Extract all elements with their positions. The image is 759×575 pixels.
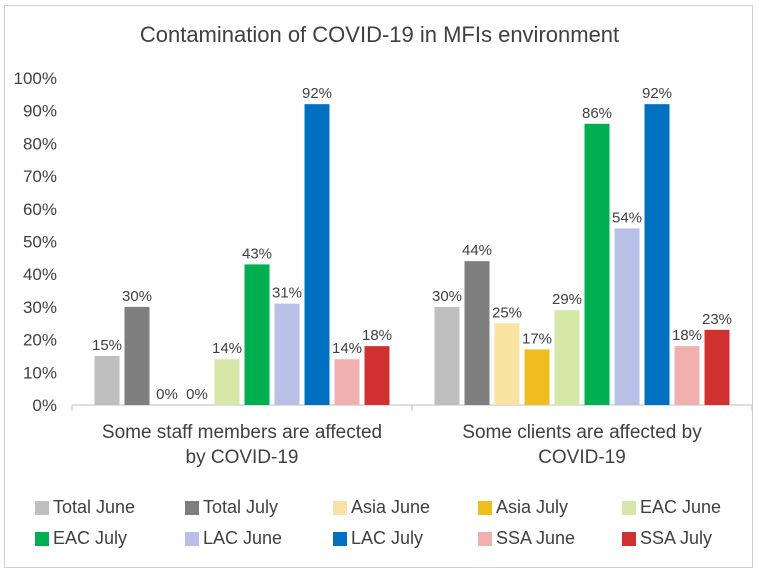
bar [434,306,460,405]
bar [274,303,300,405]
data-label: 0% [186,386,208,403]
y-tick-label: 10% [23,363,57,382]
y-tick-label: 0% [32,396,57,415]
y-tick-label: 100% [14,69,57,88]
y-tick-label: 20% [23,331,57,350]
bar [494,323,520,405]
data-label: 92% [642,85,672,102]
data-label: 30% [122,288,152,305]
bar [94,355,120,405]
y-tick-label: 40% [23,265,57,284]
bar [214,359,240,405]
data-label: 0% [156,386,178,403]
data-label: 18% [672,327,702,344]
data-label: 44% [462,242,492,259]
x-category-label: COVID-19 [538,447,626,468]
bar [554,310,580,405]
data-label: 86% [582,105,612,122]
bar [464,261,490,405]
data-label: 25% [492,304,522,321]
bar [304,104,330,405]
data-label: 29% [552,291,582,308]
y-tick-label: 90% [23,102,57,121]
bar [584,123,610,405]
y-tick-label: 80% [23,134,57,153]
data-label: 14% [332,340,362,357]
y-tick-label: 50% [23,233,57,252]
bar [244,264,270,405]
x-category-label: Some staff members are affected [102,422,382,443]
data-label: 18% [362,327,392,344]
y-tick-label: 70% [23,167,57,186]
data-label: 43% [242,245,272,262]
data-label: 23% [702,311,732,328]
data-label: 17% [522,330,552,347]
data-label: 92% [302,85,332,102]
data-label: 14% [212,340,242,357]
bar [674,346,700,405]
y-tick-label: 60% [23,200,57,219]
data-label: 54% [612,209,642,226]
data-label: 15% [92,337,122,354]
data-label: 31% [272,285,302,302]
data-label: 30% [432,288,462,305]
bar [124,306,150,405]
chart-title: Contamination of COVID-19 in MFIs enviro… [139,22,620,47]
x-category-label: Some clients are affected by [462,422,702,443]
bar [334,359,360,405]
y-tick-label: 30% [23,298,57,317]
bar [614,228,640,405]
bar [524,349,550,405]
x-category-label: by COVID-19 [186,447,299,468]
bar [364,346,390,405]
bar [644,104,670,405]
bar [704,329,730,405]
